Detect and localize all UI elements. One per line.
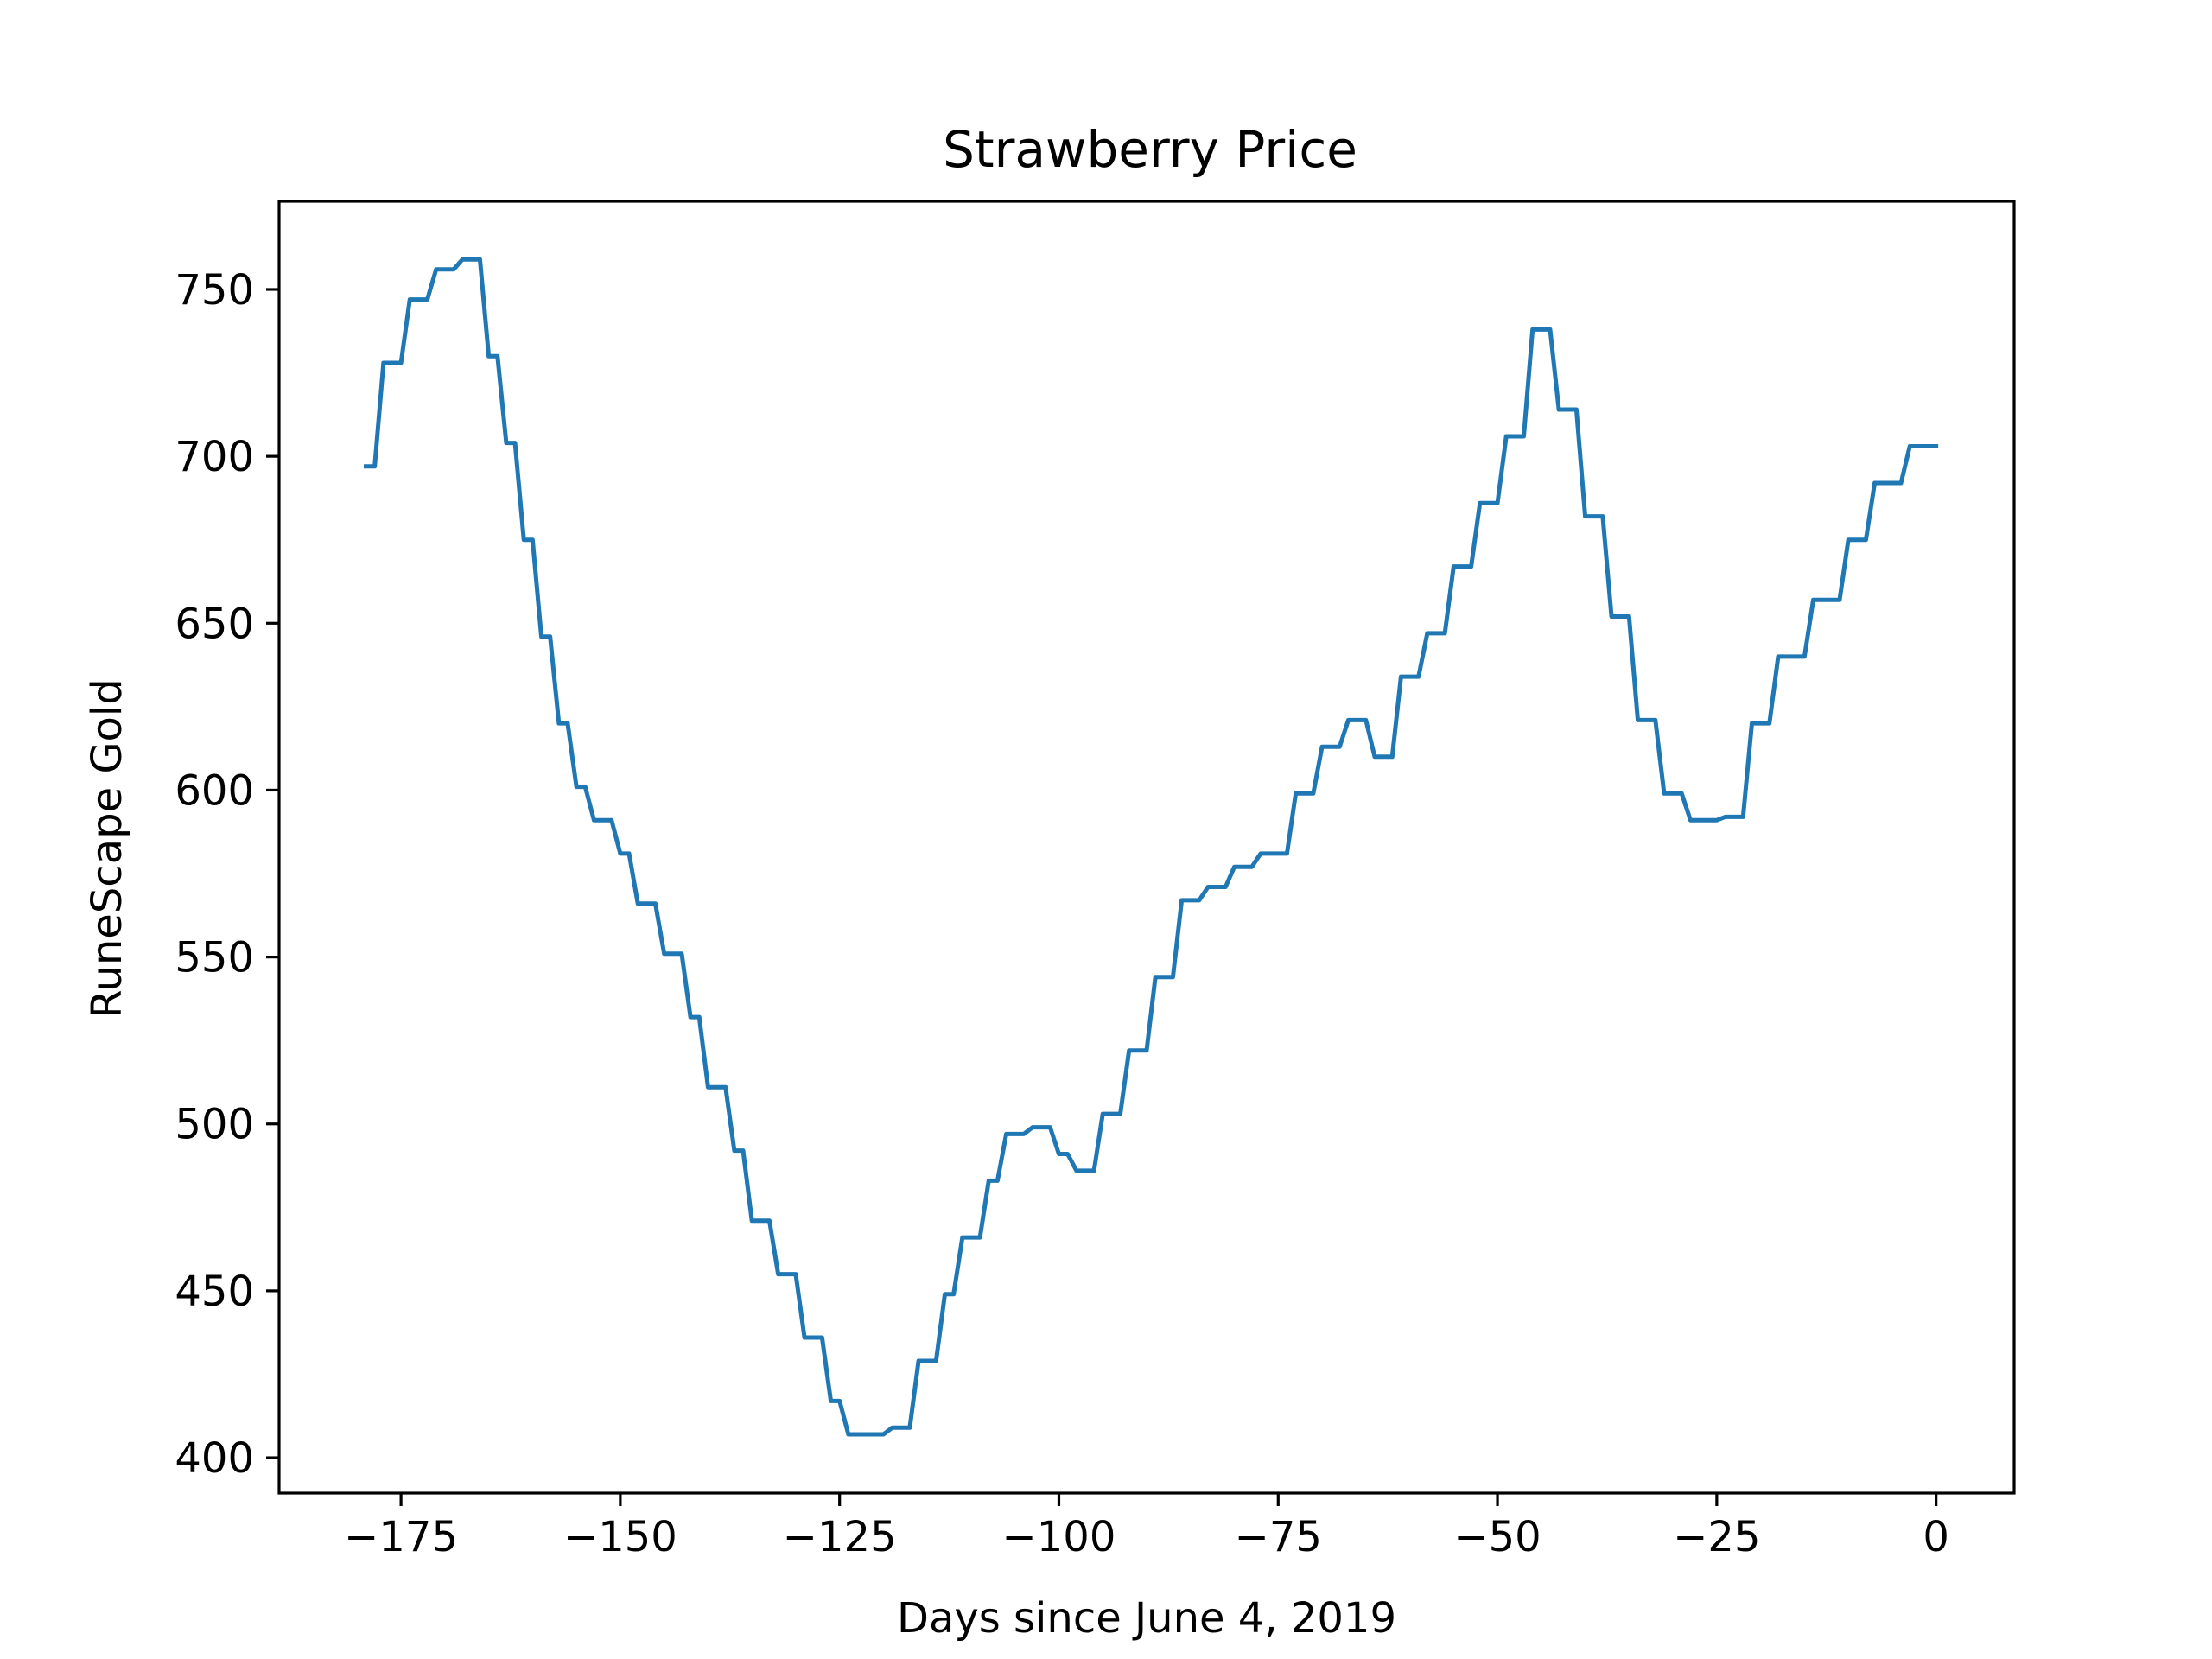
plot-frame <box>277 200 2016 1495</box>
x-axis: −175 −150 −125 −100 −75 −50 −25 0 <box>344 1493 1949 1561</box>
x-tick-label: 0 <box>1923 1513 1949 1561</box>
y-tick-label: 500 <box>175 1101 254 1149</box>
y-tick-label: 700 <box>175 433 254 481</box>
x-tick-label: −125 <box>783 1513 897 1561</box>
y-tick-label: 450 <box>175 1268 254 1316</box>
y-tick-label: 550 <box>175 934 254 982</box>
y-axis: 400 450 500 550 600 650 700 750 <box>175 266 279 1483</box>
y-tick-label: 750 <box>175 266 254 315</box>
x-tick-label: −75 <box>1235 1513 1322 1561</box>
x-tick-label: −50 <box>1453 1513 1541 1561</box>
x-axis-label: Days since June 4, 2019 <box>897 1594 1396 1643</box>
x-tick-label: −175 <box>344 1513 458 1561</box>
y-axis-label: RuneScape Gold <box>83 678 131 1018</box>
price-line <box>364 257 1939 1437</box>
x-tick-label: −150 <box>563 1513 677 1561</box>
y-tick-label: 600 <box>175 766 254 815</box>
y-tick-label: 650 <box>175 600 254 648</box>
chart-title: Strawberry Price <box>943 120 1357 179</box>
x-tick-label: −100 <box>1002 1513 1116 1561</box>
y-tick-label: 400 <box>175 1434 254 1483</box>
x-tick-label: −25 <box>1673 1513 1760 1561</box>
